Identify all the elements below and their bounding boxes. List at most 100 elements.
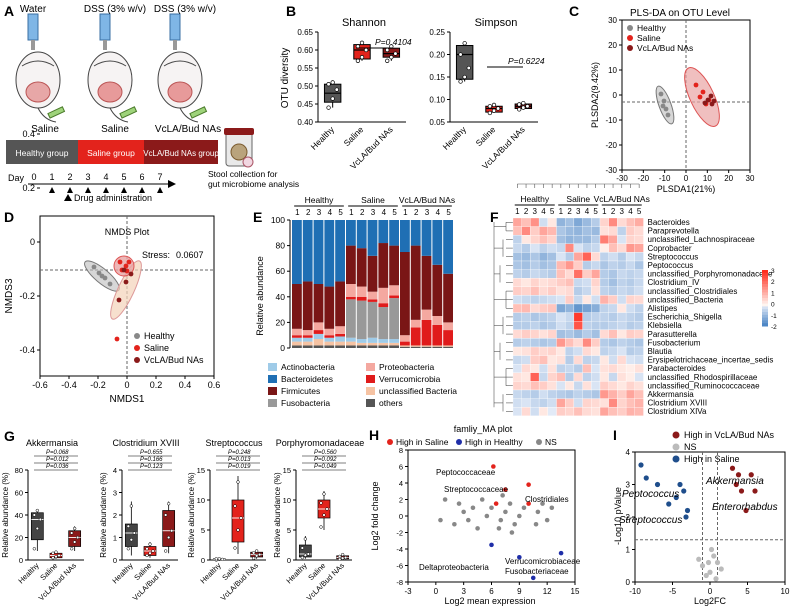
data-point <box>500 493 505 498</box>
data-point <box>51 551 55 555</box>
legend-label: Actinobacteria <box>281 362 335 372</box>
bar-segment <box>346 299 356 338</box>
heatmap-cell <box>565 321 575 330</box>
heatmap-cell <box>582 338 592 348</box>
sample-label: 4 <box>541 207 546 216</box>
heatmap-cell <box>634 329 644 339</box>
legend-label: High in Saline <box>396 437 449 447</box>
data-point <box>164 513 168 517</box>
bar-segment <box>367 299 378 302</box>
y-tick-label: 100 <box>271 215 285 225</box>
legend-label: others <box>379 398 403 408</box>
x-tick-label: 10 <box>781 587 790 596</box>
heatmap-cell <box>599 286 609 296</box>
bar-segment <box>421 220 432 256</box>
panel-h: H famliy_MA plot High in Saline High in … <box>369 424 581 606</box>
data-point <box>338 557 342 562</box>
heatmap-cell <box>512 321 522 330</box>
taxon-label: Klebsiella <box>648 321 683 330</box>
legend-marker <box>134 357 140 363</box>
heatmap-cell <box>547 329 557 339</box>
heatmap-cell <box>565 278 575 287</box>
data-point <box>341 552 345 557</box>
drug-triangle-icon <box>64 194 72 201</box>
heatmap-cell <box>547 381 557 391</box>
sample-label: 3 <box>620 207 625 216</box>
heatmap-cell <box>573 243 583 253</box>
heatmap-cell <box>538 389 548 399</box>
heatmap-cell <box>634 217 644 227</box>
p-value: P=0.166 <box>140 457 163 463</box>
heatmap-cell <box>599 295 609 305</box>
heatmap-cell <box>573 226 583 236</box>
sample-label: 1 <box>515 207 520 216</box>
heatmap-cell <box>634 226 644 236</box>
sample-label: 4 <box>436 208 441 217</box>
taxon-label: Streptococcus <box>648 252 699 261</box>
data-point <box>512 521 517 527</box>
y-tick-label: 40 <box>15 511 23 520</box>
annotation: Peptococcus <box>622 489 679 500</box>
heatmap-cell <box>530 312 540 322</box>
bar-segment <box>410 346 421 348</box>
group-label: Saline <box>566 194 590 204</box>
scale-label: 1 <box>771 290 775 297</box>
p-value: P=0.123 <box>140 464 163 470</box>
heatmap-cell <box>573 381 583 391</box>
legend-label: Healthy <box>637 23 667 33</box>
heatmap-cell <box>512 398 522 408</box>
heatmap-cell <box>512 295 522 305</box>
heatmap-cell <box>538 286 548 296</box>
data-point <box>496 526 502 531</box>
y-tick-label: 0.60 <box>297 46 313 55</box>
plot-title: PLS-DA on OTU Level <box>630 8 730 19</box>
stool-text: gut microbiome analysis <box>208 179 299 189</box>
heatmap-cell <box>599 226 609 236</box>
heatmap-cell <box>547 346 557 356</box>
y-tick-label: 15 <box>283 466 291 475</box>
bar-segment <box>432 346 443 348</box>
heatmap-cell <box>556 355 566 365</box>
bar-segment <box>335 333 345 337</box>
heatmap-cell <box>625 235 635 244</box>
sample-label: 2 <box>611 207 616 216</box>
heatmap-cell <box>582 346 592 356</box>
heatmap-cell <box>582 398 592 408</box>
data-point <box>677 481 683 488</box>
bar-segment <box>378 345 389 348</box>
data-point <box>73 540 77 544</box>
heatmap-cell <box>582 226 592 236</box>
heatmap-cell <box>608 398 618 408</box>
legend-swatch <box>268 399 277 407</box>
box-body <box>162 510 176 547</box>
heatmap-cell <box>538 278 548 287</box>
legend-label: Proteobacteria <box>379 362 435 372</box>
heatmap-cell <box>530 372 540 382</box>
taxon-label: Fusobacterium <box>648 338 701 347</box>
bar-segment <box>346 220 356 246</box>
heatmap-cell <box>573 260 583 270</box>
heatmap-cell <box>617 381 627 391</box>
scale-swatch <box>762 272 768 277</box>
scale-swatch <box>762 281 768 285</box>
data-point <box>705 559 712 566</box>
data-point <box>151 549 155 553</box>
data-point <box>654 481 661 488</box>
heatmap-cell <box>617 235 627 244</box>
p-value: P=0.6224 <box>508 56 545 66</box>
bar-segment <box>443 273 453 323</box>
data-point <box>325 507 329 511</box>
x-tick-label: 20 <box>724 174 733 183</box>
data-point <box>236 528 240 532</box>
heatmap-cell <box>538 252 548 262</box>
heatmap-cell <box>591 329 601 339</box>
heatmap-cell <box>634 364 644 373</box>
y-tick-label: 10 <box>197 496 205 505</box>
y-tick-label: -0.4 <box>19 345 35 355</box>
heatmap-cell <box>608 286 618 296</box>
heatmap-cell <box>591 286 601 296</box>
heatmap-cell <box>530 243 540 253</box>
mouse-illustration-3 <box>157 51 203 123</box>
data-point <box>684 507 691 514</box>
